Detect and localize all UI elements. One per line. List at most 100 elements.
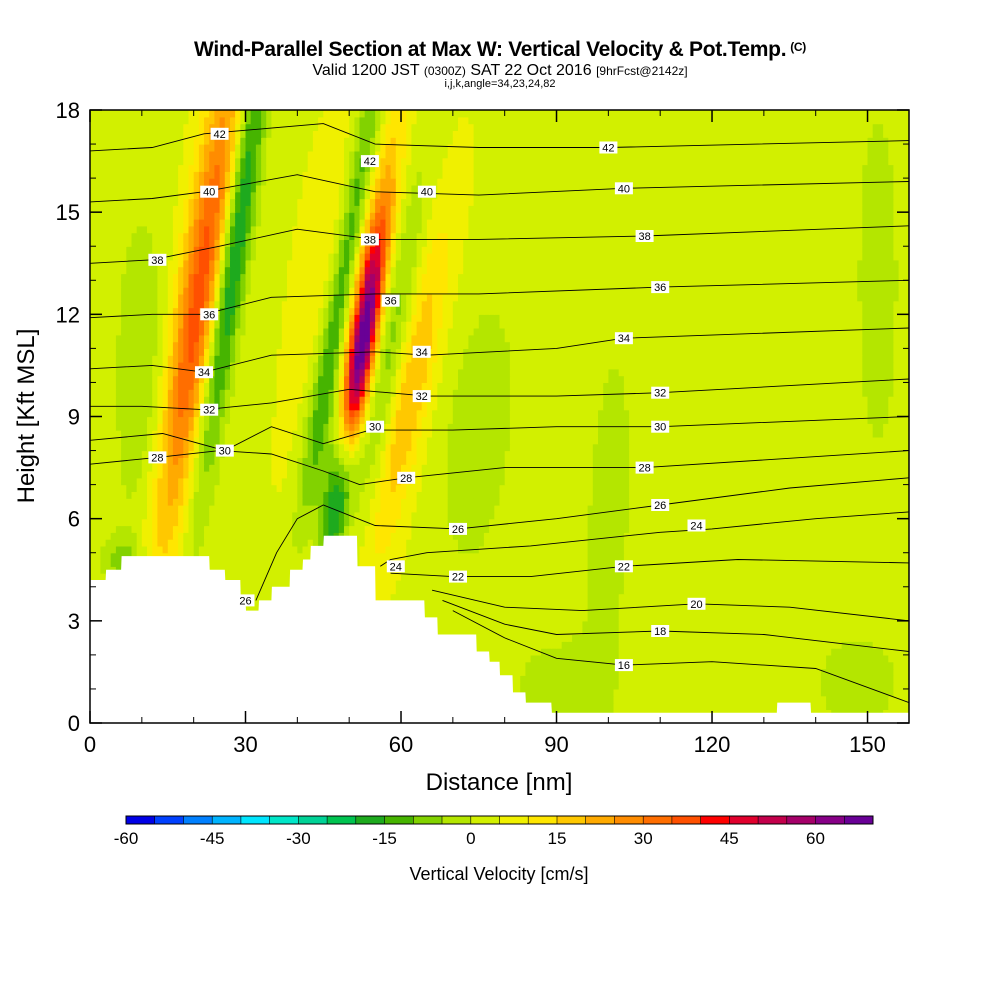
heatmap-cell (903, 607, 909, 615)
heatmap-cell (587, 580, 594, 588)
heatmap-cell (623, 634, 630, 642)
heatmap-cell (639, 525, 646, 533)
heatmap-cell (649, 573, 656, 581)
heatmap-cell (867, 511, 874, 520)
heatmap-cell (639, 580, 646, 588)
heatmap-cell (452, 552, 459, 561)
heatmap-cell (235, 525, 241, 533)
heatmap-cell (810, 641, 817, 649)
heatmap-cell (758, 695, 765, 704)
heatmap-cell (416, 525, 423, 533)
heatmap-cell (763, 518, 770, 527)
heatmap-cell (691, 627, 698, 635)
heatmap-cell (281, 525, 288, 533)
heatmap-cell (318, 511, 324, 520)
heatmap-cell (753, 552, 760, 561)
heatmap-cell (592, 688, 599, 697)
heatmap-cell (758, 518, 765, 527)
heatmap-cell (214, 511, 221, 520)
heatmap-cell (535, 695, 542, 704)
heatmap-cell (675, 688, 682, 697)
heatmap-cell (810, 661, 817, 670)
heatmap-cell (852, 586, 858, 595)
heatmap-cell (727, 688, 734, 697)
heatmap-cell (888, 654, 895, 663)
heatmap-cell (90, 518, 96, 527)
heatmap-cell (468, 505, 475, 513)
heatmap-cell (437, 566, 444, 574)
heatmap-cell (670, 593, 677, 601)
heatmap-cell (888, 688, 895, 697)
heatmap-cell (903, 552, 909, 561)
heatmap-cell (655, 539, 661, 547)
heatmap-cell (758, 675, 765, 683)
heatmap-cell (572, 641, 578, 649)
heatmap-cell (852, 702, 858, 710)
heatmap-cell (779, 688, 786, 697)
heatmap-cell (468, 566, 475, 574)
heatmap-cell (748, 654, 755, 663)
heatmap-cell (323, 511, 330, 520)
heatmap-cell (499, 648, 506, 656)
heatmap-cell (743, 648, 749, 656)
heatmap-cell (489, 505, 495, 513)
heatmap-cell (499, 654, 506, 663)
heatmap-cell (442, 539, 449, 547)
heatmap-cell (753, 648, 760, 656)
heatmap-cell (831, 600, 837, 608)
heatmap-cell (230, 545, 236, 554)
heatmap-cell (162, 539, 169, 547)
heatmap-cell (219, 511, 226, 520)
heatmap-cell (727, 641, 734, 649)
heatmap-cell (572, 614, 578, 622)
heatmap-cell (157, 505, 164, 513)
heatmap-cell (800, 607, 806, 615)
heatmap-cell (592, 518, 599, 527)
heatmap-cell (95, 532, 101, 540)
heatmap-cell (815, 614, 822, 622)
heatmap-cell (903, 648, 909, 656)
heatmap-cell (603, 702, 609, 710)
heatmap-cell (551, 675, 558, 683)
heatmap-cell (660, 702, 666, 710)
heatmap-cell (292, 505, 298, 513)
heatmap-cell (261, 580, 267, 588)
heatmap-cell (411, 566, 418, 574)
heatmap-cell (157, 532, 164, 540)
heatmap-cell (877, 532, 884, 540)
heatmap-cell (867, 627, 874, 635)
heatmap-cell (862, 614, 869, 622)
heatmap-cell (489, 559, 495, 567)
heatmap-cell (655, 634, 661, 642)
heatmap-cell (727, 634, 734, 642)
heatmap-cell (530, 545, 537, 554)
heatmap-cell (737, 600, 744, 608)
heatmap-cell (867, 518, 874, 527)
heatmap-cell (276, 539, 283, 547)
heatmap-cell (665, 702, 672, 710)
heatmap-cell (556, 702, 563, 710)
heatmap-cell (883, 545, 889, 554)
heatmap-cell (820, 525, 827, 533)
heatmap-cell (846, 593, 853, 601)
heatmap-cell (504, 566, 511, 574)
heatmap-cell (903, 545, 909, 554)
heatmap-cell (686, 695, 692, 704)
heatmap-cell (95, 511, 101, 520)
heatmap-cell (452, 620, 459, 629)
heatmap-cell (743, 532, 749, 540)
heatmap-cell (204, 539, 210, 547)
heatmap-cell (903, 695, 909, 704)
heatmap-cell (748, 559, 755, 567)
heatmap-cell (468, 593, 475, 601)
heatmap-cell (473, 627, 480, 635)
heatmap-cell (701, 532, 708, 540)
heatmap-cell (608, 675, 615, 683)
heatmap-cell (603, 511, 609, 520)
heatmap-cell (458, 518, 464, 527)
heatmap-cell (193, 518, 200, 527)
heatmap-cell (375, 518, 381, 527)
heatmap-cell (468, 532, 475, 540)
heatmap-cell (551, 559, 558, 567)
heatmap-cell (727, 545, 734, 554)
